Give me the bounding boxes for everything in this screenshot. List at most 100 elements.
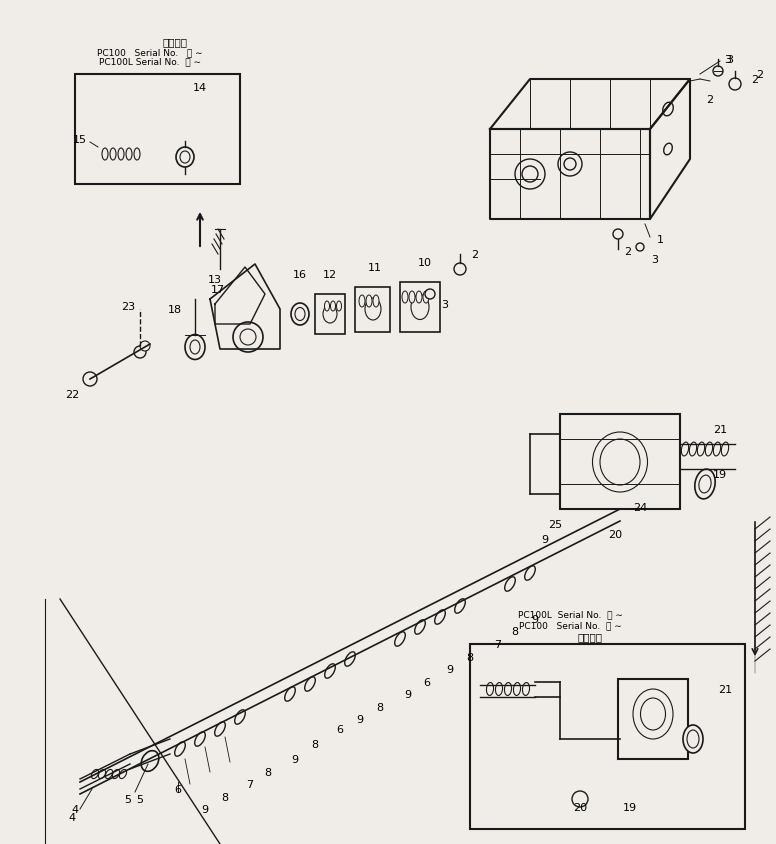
Circle shape	[572, 791, 588, 807]
Text: 9: 9	[542, 534, 549, 544]
Circle shape	[558, 153, 582, 176]
Ellipse shape	[110, 149, 116, 161]
Ellipse shape	[455, 599, 466, 614]
Text: 3: 3	[442, 300, 449, 310]
Text: 19: 19	[623, 802, 637, 812]
Text: 8: 8	[221, 792, 229, 802]
Text: 通用号機: 通用号機	[577, 631, 602, 641]
Ellipse shape	[411, 295, 429, 320]
Ellipse shape	[195, 732, 206, 746]
Ellipse shape	[600, 440, 640, 485]
Ellipse shape	[681, 442, 688, 457]
Ellipse shape	[176, 148, 194, 168]
Text: 9: 9	[202, 804, 209, 814]
Text: 18: 18	[168, 305, 182, 315]
Text: 8: 8	[376, 702, 383, 712]
Circle shape	[140, 342, 150, 352]
Circle shape	[233, 322, 263, 353]
Ellipse shape	[402, 292, 408, 304]
Bar	[75, 75, 240, 185]
Ellipse shape	[522, 683, 529, 695]
Text: 11: 11	[368, 262, 382, 273]
Ellipse shape	[633, 690, 673, 739]
Text: PC100L  Serial No.  ： ∼: PC100L Serial No. ： ∼	[518, 609, 622, 619]
Circle shape	[729, 78, 741, 91]
Text: 21: 21	[713, 425, 727, 435]
Ellipse shape	[495, 683, 503, 695]
Bar	[355, 288, 390, 333]
Text: 17: 17	[211, 284, 225, 295]
Ellipse shape	[409, 292, 415, 304]
Ellipse shape	[366, 295, 372, 307]
Ellipse shape	[504, 683, 511, 695]
Ellipse shape	[118, 149, 124, 161]
Bar	[470, 644, 745, 829]
Circle shape	[425, 289, 435, 300]
Ellipse shape	[416, 292, 422, 304]
Text: 21: 21	[718, 684, 732, 694]
Ellipse shape	[324, 664, 335, 679]
Ellipse shape	[525, 566, 535, 581]
Text: 4: 4	[71, 804, 78, 814]
Ellipse shape	[295, 308, 305, 321]
Text: 5: 5	[137, 794, 144, 804]
Ellipse shape	[305, 677, 315, 691]
Ellipse shape	[113, 770, 120, 779]
Ellipse shape	[126, 149, 132, 161]
Circle shape	[564, 159, 576, 170]
Ellipse shape	[323, 306, 337, 323]
Ellipse shape	[175, 742, 185, 756]
Text: 9: 9	[404, 690, 411, 699]
Ellipse shape	[640, 698, 666, 730]
Ellipse shape	[689, 442, 697, 457]
Ellipse shape	[99, 770, 106, 779]
Text: 6: 6	[337, 724, 344, 734]
Circle shape	[636, 244, 644, 252]
Ellipse shape	[215, 722, 225, 736]
Ellipse shape	[435, 610, 445, 625]
Ellipse shape	[705, 442, 712, 457]
Text: 2: 2	[625, 246, 632, 257]
Ellipse shape	[234, 710, 245, 724]
Ellipse shape	[414, 620, 425, 635]
Ellipse shape	[504, 577, 515, 592]
Circle shape	[713, 67, 723, 77]
Ellipse shape	[324, 301, 330, 311]
Ellipse shape	[180, 152, 190, 164]
Text: 15: 15	[73, 135, 87, 145]
Text: 8: 8	[511, 626, 518, 636]
Circle shape	[83, 372, 97, 387]
Text: 8: 8	[265, 767, 272, 777]
Ellipse shape	[185, 335, 205, 360]
Text: 6: 6	[424, 677, 431, 687]
Text: 24: 24	[633, 502, 647, 512]
Text: 10: 10	[418, 257, 432, 268]
Text: 1: 1	[656, 235, 663, 245]
Circle shape	[613, 230, 623, 240]
Ellipse shape	[134, 149, 140, 161]
Bar	[618, 679, 688, 759]
Text: 20: 20	[608, 529, 622, 539]
Text: 7: 7	[247, 779, 254, 789]
Ellipse shape	[345, 652, 355, 667]
Text: 3: 3	[726, 55, 733, 65]
Text: 4: 4	[68, 812, 75, 822]
Text: 23: 23	[121, 301, 135, 311]
Text: 25: 25	[548, 519, 562, 529]
Ellipse shape	[285, 687, 296, 701]
Ellipse shape	[722, 442, 729, 457]
Text: 22: 22	[65, 390, 79, 399]
Text: 3: 3	[725, 55, 732, 65]
Ellipse shape	[373, 295, 379, 307]
Ellipse shape	[695, 469, 715, 500]
Text: 5: 5	[124, 794, 131, 804]
Text: 9: 9	[446, 664, 453, 674]
Ellipse shape	[687, 730, 699, 748]
Ellipse shape	[92, 770, 99, 779]
Ellipse shape	[593, 432, 647, 492]
Text: 3: 3	[652, 255, 659, 265]
Text: 6: 6	[175, 784, 182, 794]
Ellipse shape	[141, 751, 159, 771]
Ellipse shape	[698, 442, 705, 457]
Text: 2: 2	[751, 75, 759, 85]
